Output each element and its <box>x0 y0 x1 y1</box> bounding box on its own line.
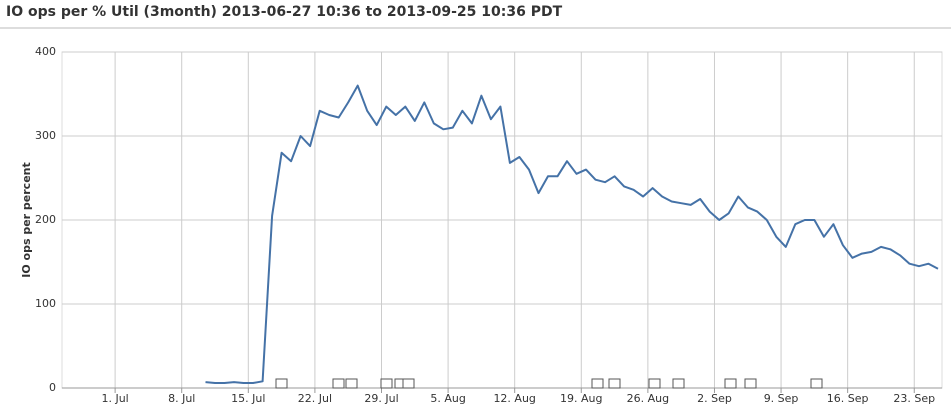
series-line <box>205 84 939 384</box>
y-tick-label: 400 <box>35 45 56 58</box>
x-tick-label: 12. Aug <box>493 392 535 405</box>
x-tick-label: 2. Sep <box>697 392 732 405</box>
x-tick-label: 19. Aug <box>560 392 602 405</box>
x-tick-label: 23. Sep <box>893 392 935 405</box>
x-tick-label: 5. Aug <box>430 392 465 405</box>
x-tick-label: 16. Sep <box>827 392 869 405</box>
y-axis-title: IO ops per percent <box>20 162 33 278</box>
x-tick-label: 15. Jul <box>231 392 265 405</box>
annotation-flags <box>275 378 823 389</box>
y-tick-label: 100 <box>35 297 56 310</box>
y-tick-label: 300 <box>35 129 56 142</box>
x-tick-label: 22. Jul <box>298 392 332 405</box>
x-tick-label: 29. Jul <box>364 392 398 405</box>
y-tick-label: 0 <box>49 381 56 394</box>
y-tick-label: 200 <box>35 213 56 226</box>
x-tick-label: 26. Aug <box>627 392 669 405</box>
x-tick-label: 9. Sep <box>764 392 799 405</box>
x-tick-label: 1. Jul <box>101 392 128 405</box>
chart-title: IO ops per % Util (3month) 2013-06-27 10… <box>6 4 563 20</box>
x-tick-label: 8. Jul <box>168 392 195 405</box>
